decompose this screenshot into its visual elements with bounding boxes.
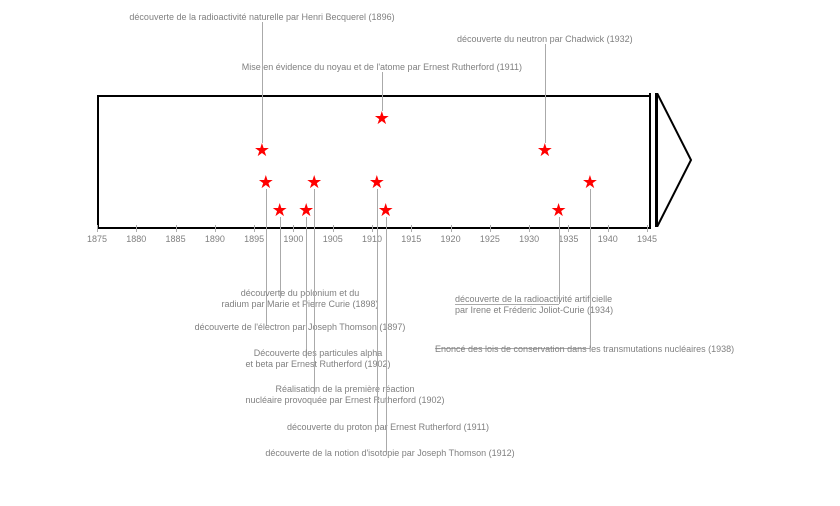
axis-tick-label: 1920 [441,234,461,244]
axis-tick [490,225,491,232]
axis-tick [136,225,137,232]
axis-tick [215,225,216,232]
event-label-rutherford-reaction-1902: Réalisation de la première réactionnuclé… [245,384,444,406]
timeline-box [97,95,651,229]
axis-tick-label: 1910 [362,234,382,244]
axis-tick-label: 1880 [126,234,146,244]
axis-tick [254,225,255,232]
axis-tick [176,225,177,232]
event-label-rutherford-alpha-beta-1902: Découverte des particules alphaet beta p… [245,348,390,370]
axis-tick-label: 1945 [637,234,657,244]
timeline-canvas: 1875 1880 1885 1890 1895 1900 1905 1910 1915 1920… [0,0,840,506]
event-leader [262,22,263,143]
axis-tick-label: 1885 [166,234,186,244]
event-leader [559,217,560,304]
axis-tick [608,225,609,232]
axis-tick [411,225,412,232]
axis-tick [97,225,98,232]
axis-tick [293,225,294,232]
event-label-becquerel-1896: découverte de la radioactivité naturelle… [129,12,394,23]
axis-tick-label: 1935 [558,234,578,244]
axis-tick-label: 1875 [87,234,107,244]
event-label-curie-1898: découverte du polonium et duradium par M… [221,288,378,310]
axis-tick-label: 1905 [323,234,343,244]
event-label-rutherford-proton-1911: découverte du proton par Ernest Rutherfo… [287,422,489,433]
event-leader [545,44,546,143]
event-label-thomson-electron-1897: découverte de l'électron par Joseph Thom… [195,322,406,333]
axis-tick [372,225,373,232]
event-label-rutherford-noyau-1911: Mise en évidence du noyau et de l'atome … [242,62,522,73]
event-leader [314,189,315,394]
axis-tick-label: 1900 [283,234,303,244]
axis-tick [529,225,530,232]
axis-tick-label: 1930 [519,234,539,244]
event-leader [386,217,387,452]
event-leader [377,189,378,426]
axis-tick-label: 1890 [205,234,225,244]
event-leader [306,217,307,358]
event-label-thomson-isotopie-1912: découverte de la notion d'isotopie par J… [265,448,514,459]
event-leader [382,72,383,111]
axis-tick [451,225,452,232]
axis-tick-label: 1925 [480,234,500,244]
axis-tick-label: 1940 [598,234,618,244]
event-label-chadwick-1932: découverte du neutron par Chadwick (1932… [457,34,633,45]
axis-tick-label: 1915 [401,234,421,244]
axis-tick-label: 1895 [244,234,264,244]
axis-tick [647,225,648,232]
axis-tick [568,225,569,232]
event-leader [280,217,281,298]
event-leader [590,189,591,348]
axis-tick [333,225,334,232]
event-label-conservation-1938: Enoncé des lois de conservation dans les… [435,344,734,355]
